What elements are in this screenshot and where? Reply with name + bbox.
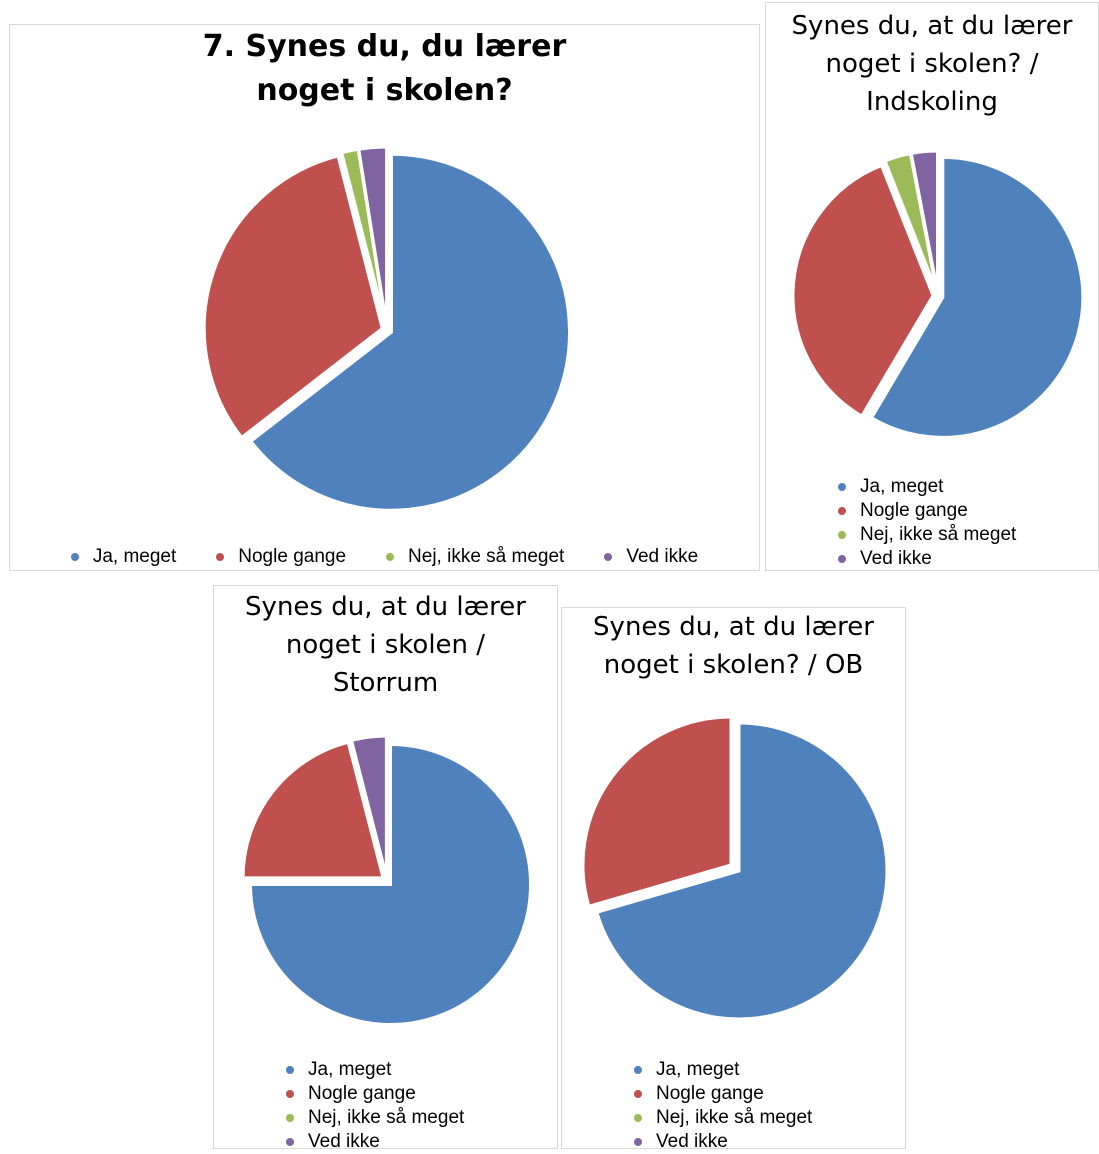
legend-marker-icon <box>70 553 79 561</box>
pie-slice-1 <box>249 743 532 1026</box>
legend-label: Nogle gange <box>860 500 968 521</box>
legend-main: Ja, meget Nogle gange Nej, ikke så meget Ve… <box>10 546 759 568</box>
legend-label: Nej, ikke så meget <box>408 546 565 567</box>
pie-chart-storrum <box>241 734 532 1026</box>
legend-item: Ja, meget <box>634 1058 812 1082</box>
legend-label: Ved ikke <box>656 1131 728 1152</box>
legend-marker-icon <box>838 531 846 539</box>
legend-item: Ved ikke <box>286 1130 464 1154</box>
legend-marker-icon <box>216 553 225 561</box>
legend-item: Nej, ikke så meget <box>386 546 564 568</box>
pie-slice-2 <box>791 163 935 419</box>
legend-item: Nej, ikke så meget <box>838 523 1016 547</box>
legend-label: Ja, meget <box>656 1059 740 1080</box>
pie-chart-main <box>202 145 571 512</box>
legend-label: Ved ikke <box>626 546 699 567</box>
legend-item: Nogle gange <box>216 546 346 568</box>
pie-slice-1 <box>869 155 1085 439</box>
chart-panel-ob: Synes du, at du lærer noget i skolen? / … <box>561 607 906 1152</box>
legend-item: Ja, meget <box>70 546 177 568</box>
legend-item: Ja, meget <box>838 475 1016 499</box>
legend-label: Nogle gange <box>238 546 347 567</box>
legend-label: Nogle gange <box>308 1083 416 1104</box>
legend-marker-icon <box>838 555 846 563</box>
pie-slice-4 <box>357 145 389 326</box>
legend-marker-icon <box>838 507 846 515</box>
pie-slice-2 <box>581 715 733 909</box>
legend-marker-icon <box>838 483 846 491</box>
legend-marker-icon <box>286 1090 294 1098</box>
chart-title-ob: Synes du, at du lærer noget i skolen? / … <box>593 612 874 680</box>
legend-item: Nogle gange <box>838 499 1016 523</box>
legend-marker-icon <box>634 1138 642 1146</box>
chart-title-storrum: Synes du, at du lærer noget i skolen / S… <box>245 592 526 698</box>
legend-label: Nej, ikke så meget <box>860 524 1017 545</box>
legend-label: Ved ikke <box>860 548 932 569</box>
legend-item: Ja, meget <box>286 1058 464 1082</box>
chart-panel-storrum: Synes du, at du lærer noget i skolen / S… <box>213 585 558 1152</box>
legend-marker-icon <box>386 553 395 561</box>
pie-slice-1 <box>595 721 889 1021</box>
legend-marker-icon <box>286 1138 294 1146</box>
pie-chart-ob <box>581 715 889 1021</box>
legend-storrum: Ja, meget Nogle gange Nej, ikke så meget Ve… <box>286 1058 464 1154</box>
legend-ob: Ja, meget Nogle gange Nej, ikke så meget Ve… <box>634 1058 812 1154</box>
chart-panel-main: 7. Synes du, du lærer noget i skolen? Ja… <box>9 24 760 571</box>
legend-item: Nogle gange <box>634 1082 812 1106</box>
pie-slice-2 <box>241 740 385 880</box>
legend-label: Ja, meget <box>92 546 177 567</box>
chart-title-main: 7. Synes du, du lærer noget i skolen? <box>202 29 567 108</box>
legend-label: Nogle gange <box>656 1083 764 1104</box>
legend-marker-icon <box>286 1114 294 1122</box>
legend-marker-icon <box>286 1066 294 1074</box>
legend-label: Ja, meget <box>860 476 944 497</box>
chart-panel-indskoling: Synes du, at du lærer noget i skolen? / … <box>765 2 1099 571</box>
legend-item: Ved ikke <box>634 1130 812 1154</box>
legend-indskoling: Ja, meget Nogle gange Nej, ikke så meget Ve… <box>838 475 1016 571</box>
pie-slice-1 <box>248 152 571 512</box>
pie-slice-4 <box>349 734 388 877</box>
legend-label: Nej, ikke så meget <box>656 1107 813 1128</box>
chart-title-indskoling: Synes du, at du lærer noget i skolen? / … <box>791 11 1073 117</box>
legend-item: Ved ikke <box>838 547 1016 571</box>
legend-label: Ja, meget <box>308 1059 392 1080</box>
pie-slice-4 <box>909 149 940 292</box>
legend-marker-icon <box>634 1066 642 1074</box>
legend-item: Nej, ikke så meget <box>634 1106 812 1130</box>
legend-marker-icon <box>634 1090 642 1098</box>
pie-slice-2 <box>202 154 384 440</box>
legend-item: Nogle gange <box>286 1082 464 1106</box>
legend-label: Nej, ikke så meget <box>308 1107 465 1128</box>
legend-item: Ved ikke <box>604 546 698 568</box>
legend-label: Ved ikke <box>308 1131 380 1152</box>
legend-item: Nej, ikke så meget <box>286 1106 464 1130</box>
legend-marker-icon <box>604 553 613 561</box>
legend-marker-icon <box>634 1114 642 1122</box>
pie-chart-indskoling <box>791 149 1085 439</box>
